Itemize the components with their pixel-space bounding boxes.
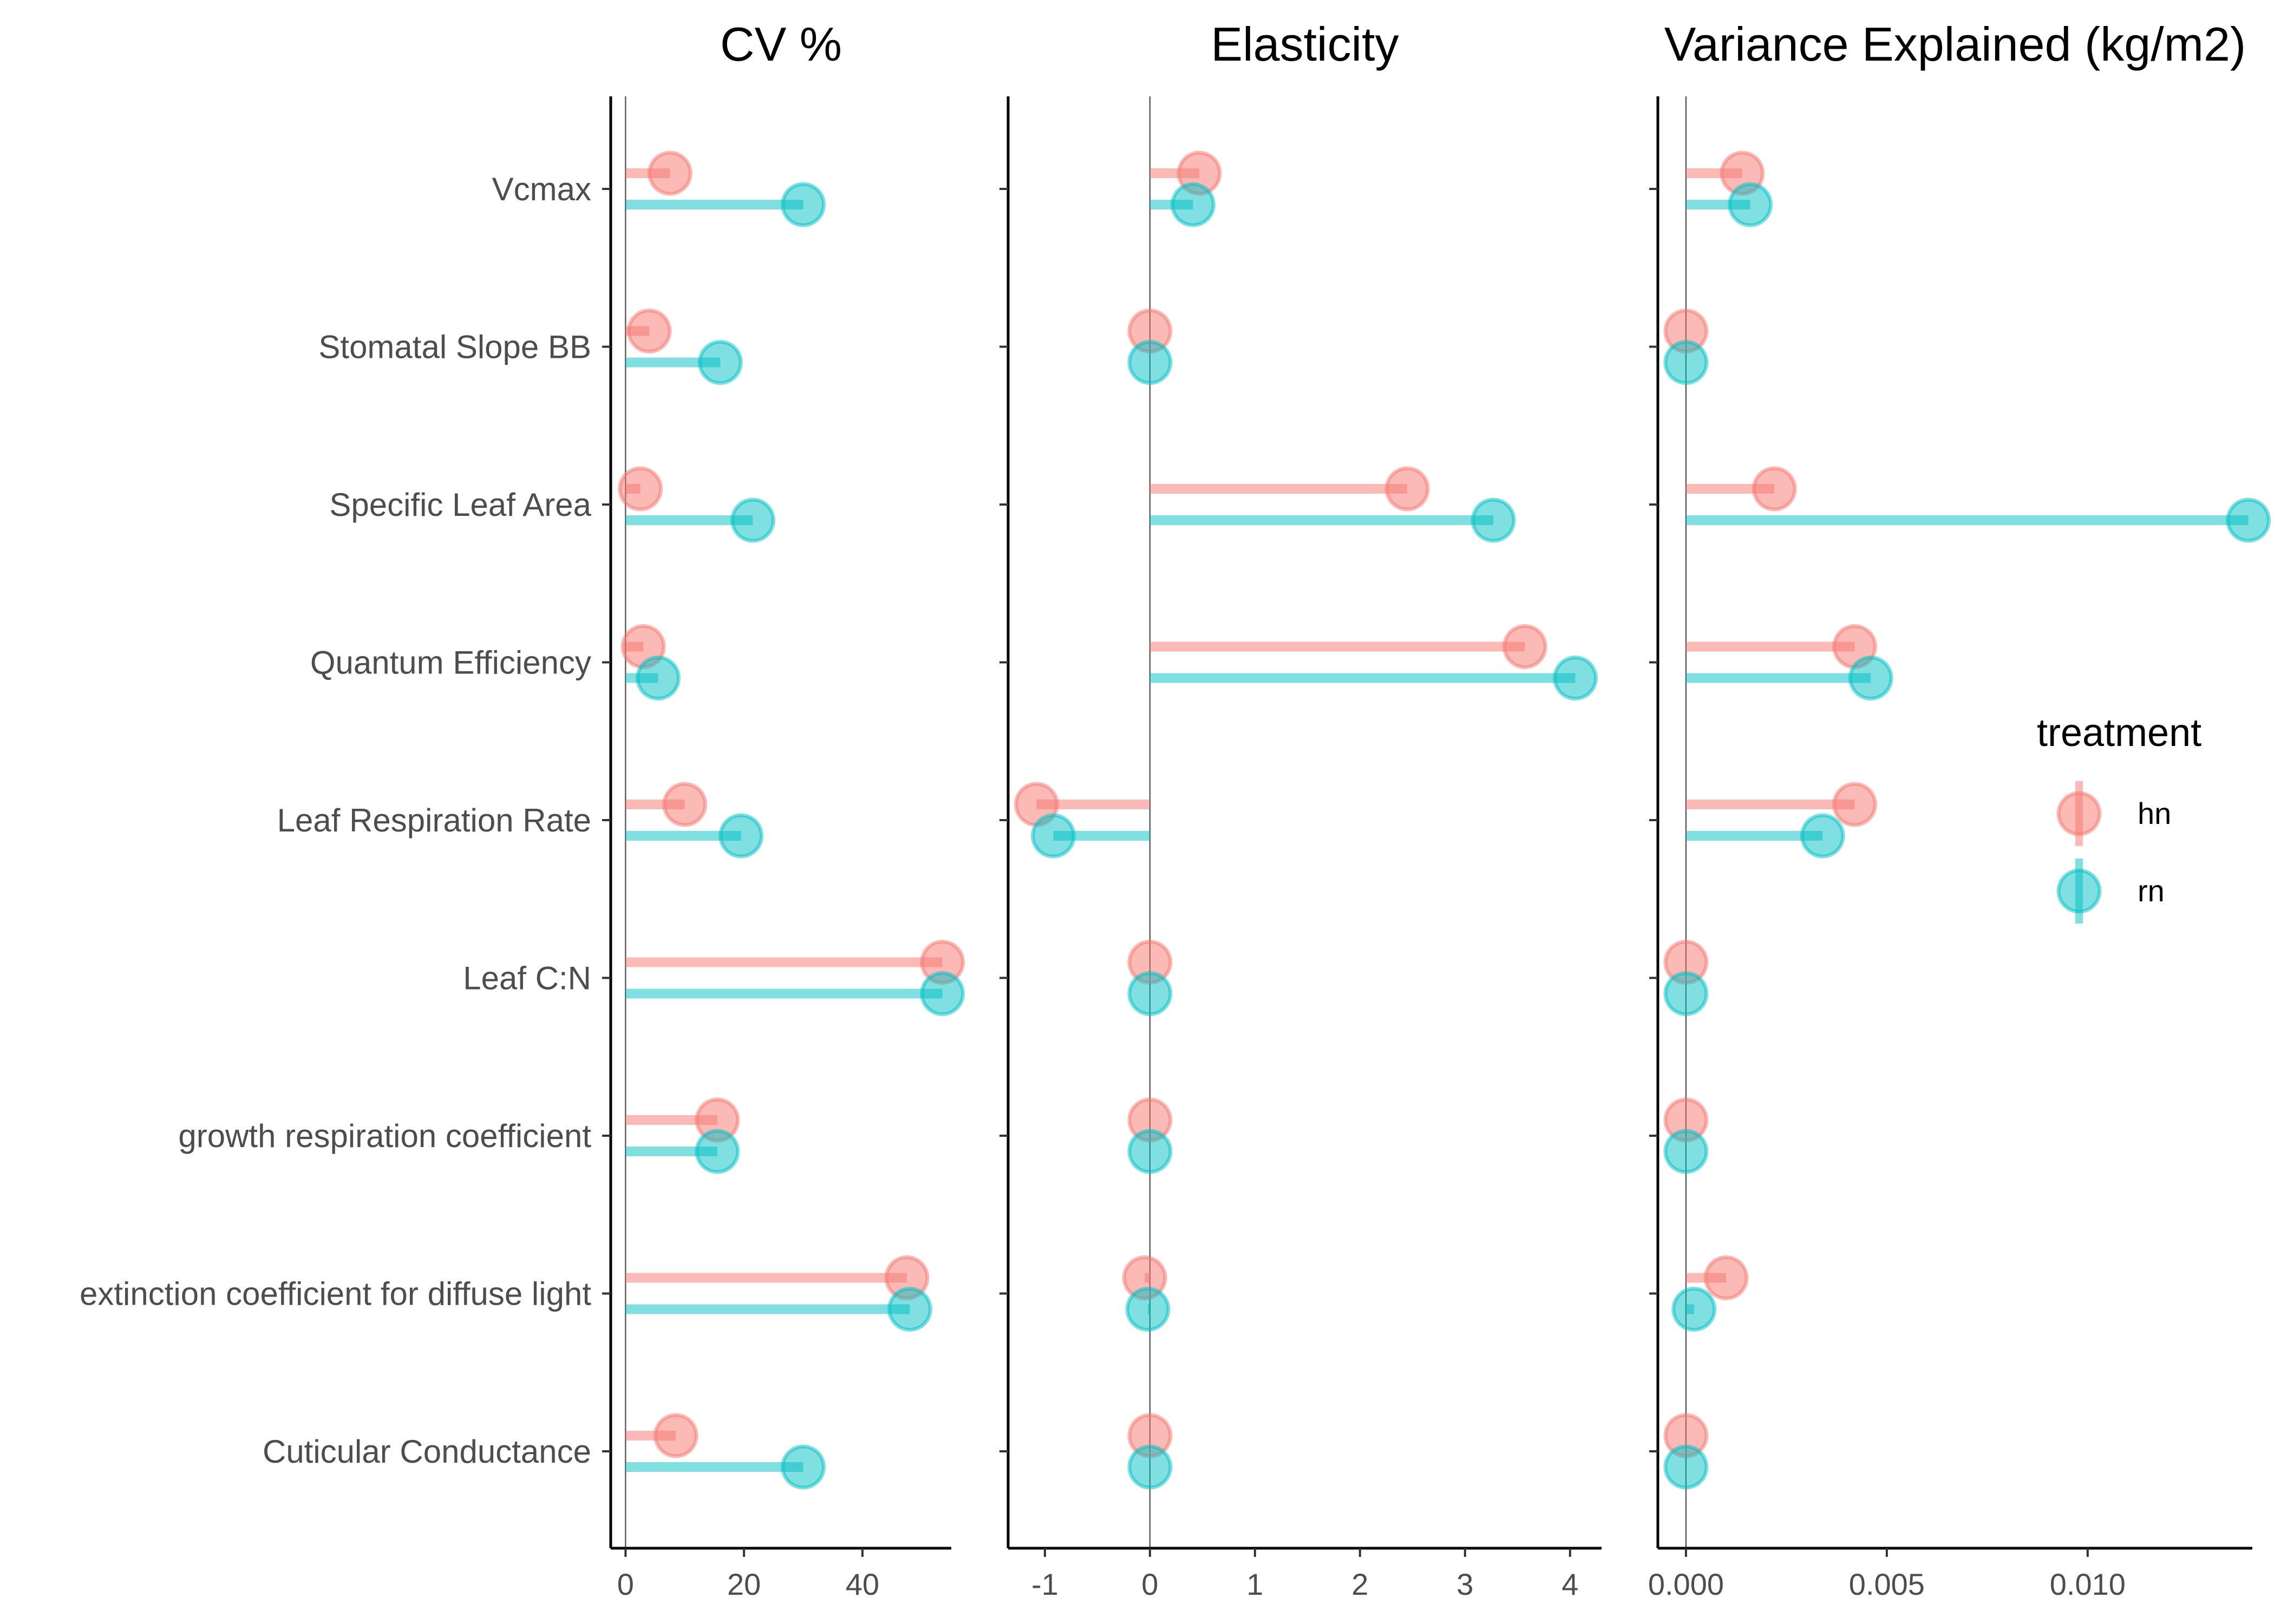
y-tick-label: Cuticular Conductance (263, 1433, 591, 1470)
lollipop-point-rn-cuticular-conductance (1127, 1444, 1173, 1490)
lollipop-point-rn-stomatal-slope-bb (1127, 340, 1173, 385)
y-tick-label: Stomatal Slope BB (318, 329, 591, 365)
panel-elasticity: Elasticity -1 0 1 2 3 4 (999, 17, 1602, 1601)
y-tick-label: Quantum Efficiency (310, 645, 591, 681)
lollipop-point-rn-leaf-respiration-rate (1030, 813, 1076, 859)
lollipop-point-rn-stomatal-slope-bb (697, 340, 743, 385)
y-tick-label: Leaf Respiration Rate (277, 802, 591, 839)
x-tick-label: 3 (1456, 1567, 1473, 1601)
lollipop-point-hn-extinction-coefficient-for-diffuse-light (1703, 1255, 1749, 1300)
lollipop-point-rn-extinction-coefficient-for-diffuse-light (887, 1287, 932, 1332)
lollipop-point-rn-quantum-efficiency (1553, 656, 1598, 700)
lollipop-point-rn-stomatal-slope-bb (1663, 340, 1709, 385)
y-tick-label: extinction coefficient for diffuse light (80, 1276, 591, 1312)
y-tick-label: Vcmax (492, 171, 591, 207)
x-tick-label: -1 (1031, 1567, 1058, 1601)
lollipop-point-rn-vcmax (1170, 182, 1216, 227)
lollipop-point-rn-leaf-respiration-rate (1800, 813, 1845, 859)
lollipop-point-rn-growth-respiration-coefficient (1127, 1129, 1173, 1174)
legend: treatment hn rn (2037, 711, 2201, 924)
lollipop-point-rn-extinction-coefficient-for-diffuse-light (1125, 1287, 1171, 1332)
x-tick-label: 2 (1351, 1567, 1368, 1601)
legend-label-hn: hn (2138, 796, 2171, 830)
legend-label-rn: rn (2138, 874, 2165, 908)
lollipop-point-rn-leaf-c-n (1127, 971, 1173, 1016)
panel-title: Variance Explained (kg/m2) (1664, 17, 2246, 71)
x-tick-label: 0.010 (2050, 1567, 2126, 1601)
x-tick-label: 0.000 (1648, 1567, 1724, 1601)
lollipop-point-rn-leaf-c-n (1663, 971, 1709, 1016)
legend-key-rn (2056, 859, 2102, 924)
panel-title: Elasticity (1211, 17, 1399, 71)
lollipop-point-rn-growth-respiration-coefficient (1663, 1129, 1709, 1174)
lollipop-point-rn-quantum-efficiency (1848, 656, 1893, 700)
lollipop-point-hn-vcmax (647, 150, 692, 196)
lollipop-point-rn-cuticular-conductance (781, 1444, 826, 1490)
lollipop-point-rn-specific-leaf-area (730, 497, 776, 543)
lollipop-point-hn-stomatal-slope-bb (626, 309, 672, 353)
x-tick-label: 1 (1246, 1567, 1263, 1601)
lollipop-point-rn-vcmax (1728, 182, 1773, 227)
x-tick-label: 4 (1561, 1567, 1578, 1601)
lollipop-point-rn-quantum-efficiency (636, 656, 681, 700)
lollipop-point-hn-cuticular-conductance (653, 1413, 698, 1458)
lollipop-point-hn-leaf-respiration-rate (1832, 782, 1878, 827)
lollipop-point-rn-growth-respiration-coefficient (695, 1129, 740, 1174)
x-tick-label: 40 (846, 1567, 879, 1601)
x-tick-label: 0 (617, 1567, 634, 1601)
panel-variance-explained-kg-m2: Variance Explained (kg/m2) 0.000 0.005 0.01… (1648, 17, 2271, 1601)
lollipop-point-rn-leaf-c-n (920, 971, 965, 1016)
y-tick-label: Specific Leaf Area (329, 487, 591, 523)
lollipop-point-hn-specific-leaf-area (618, 466, 663, 512)
lollipop-point-hn-specific-leaf-area (1384, 466, 1430, 512)
lollipop-point-rn-cuticular-conductance (1663, 1444, 1709, 1490)
legend-key-point (2056, 868, 2102, 914)
x-tick-label: 0.005 (1849, 1567, 1925, 1601)
legend-key-hn (2056, 781, 2102, 846)
lollipop-point-rn-specific-leaf-area (1471, 497, 1516, 543)
lollipop-point-rn-extinction-coefficient-for-diffuse-light (1671, 1287, 1717, 1332)
lollipop-point-hn-specific-leaf-area (1752, 466, 1797, 512)
legend-title: treatment (2037, 711, 2201, 755)
legend-key-point (2056, 791, 2102, 836)
x-tick-label: 0 (1141, 1567, 1158, 1601)
lollipop-point-rn-specific-leaf-area (2226, 497, 2271, 543)
lollipop-point-rn-vcmax (781, 182, 826, 227)
panel-cv: CV % 0 20 40 Vcmax Stomatal Slope BB Specific … (80, 17, 965, 1601)
x-tick-label: 20 (727, 1567, 761, 1601)
lollipop-point-hn-leaf-respiration-rate (662, 782, 708, 827)
lollipop-point-rn-leaf-respiration-rate (718, 813, 764, 859)
y-tick-label: Leaf C:N (463, 960, 591, 997)
panel-title: CV % (720, 17, 842, 71)
y-tick-label: growth respiration coefficient (178, 1118, 591, 1154)
lollipop-point-hn-quantum-efficiency (1502, 624, 1547, 669)
